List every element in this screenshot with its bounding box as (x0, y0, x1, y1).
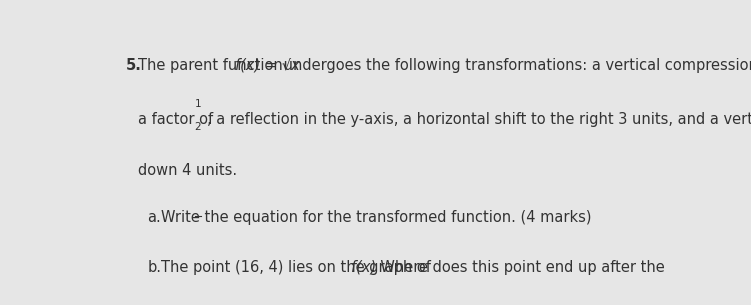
Text: f(x) = √x: f(x) = √x (235, 58, 300, 73)
Text: undergoes the following transformations: a vertical compression by: undergoes the following transformations:… (279, 58, 751, 73)
Text: 2: 2 (195, 122, 201, 132)
Text: 1: 1 (195, 99, 201, 109)
Text: The parent function: The parent function (137, 58, 287, 73)
Text: transformations. (2 marks): transformations. (2 marks) (161, 304, 358, 305)
Text: Write the equation for the transformed function. (4 marks): Write the equation for the transformed f… (161, 210, 591, 225)
Text: a.: a. (147, 210, 161, 225)
Text: f(x): f(x) (351, 260, 376, 275)
Text: a factor of: a factor of (137, 112, 217, 127)
Text: down 4 units.: down 4 units. (137, 163, 237, 178)
Text: b.: b. (147, 260, 161, 275)
Text: . Where does this point end up after the: . Where does this point end up after the (371, 260, 665, 275)
Text: The point (16, 4) lies on the graph of: The point (16, 4) lies on the graph of (161, 260, 436, 275)
Text: , a reflection in the y-axis, a horizontal shift to the right 3 units, and a ver: , a reflection in the y-axis, a horizont… (207, 112, 751, 127)
Text: 5.: 5. (126, 58, 142, 73)
